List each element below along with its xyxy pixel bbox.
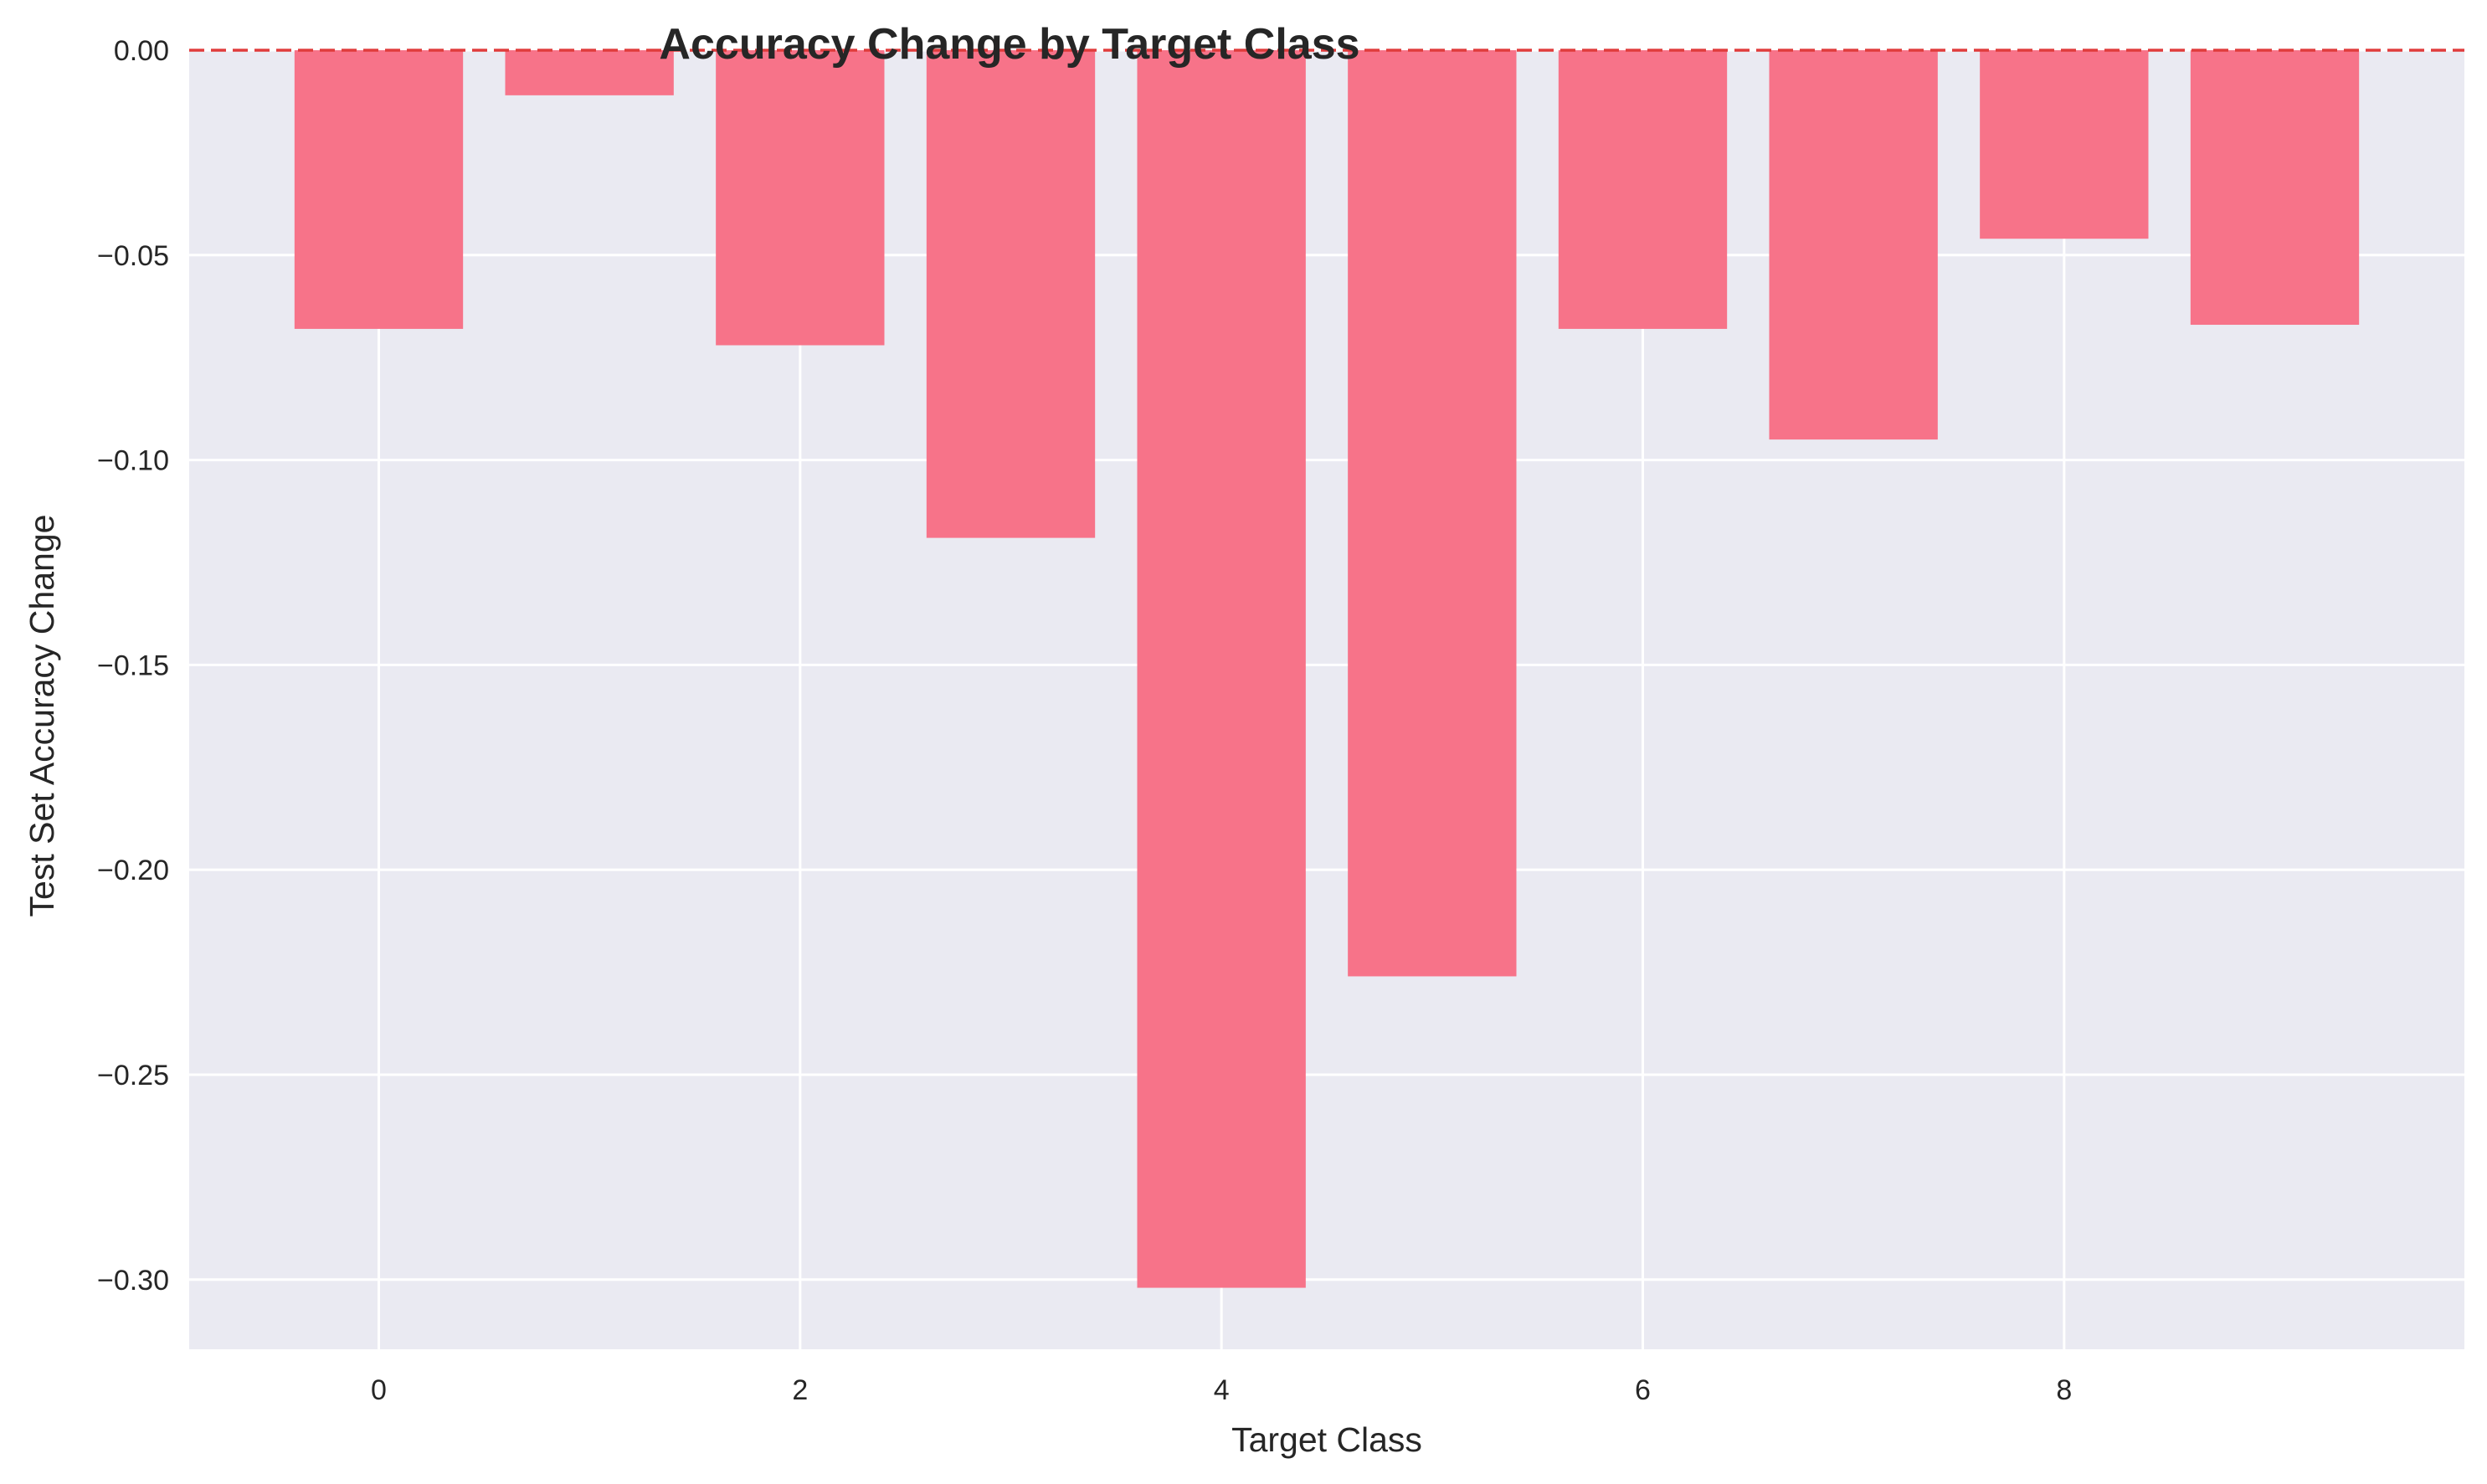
y-tick-label: −0.10 [97,445,169,477]
plot-area [189,50,2464,1349]
bar-class-0 [294,50,464,329]
bar-class-5 [1348,50,1517,977]
y-tick-label: −0.30 [97,1265,169,1297]
bar-class-1 [505,50,674,95]
y-tick-labels: 0.00 −0.05 −0.10 −0.15 −0.20 −0.25 −0.30 [97,35,169,1297]
chart-title: Accuracy Change by Target Class [659,20,1359,69]
bar-class-8 [1980,50,2149,239]
bar-class-2 [716,50,885,346]
x-tick-label: 8 [2056,1374,2072,1406]
bar-class-7 [1769,50,1938,440]
x-tick-label: 2 [792,1374,808,1406]
y-tick-label: −0.25 [97,1060,169,1091]
bar-class-4 [1137,50,1306,1288]
bar-class-9 [2190,50,2360,326]
y-tick-label: −0.20 [97,855,169,886]
x-axis-label: Target Class [1231,1420,1422,1459]
x-tick-labels: 0 2 4 6 8 [371,1374,2072,1406]
y-tick-label: 0.00 [114,35,169,67]
x-tick-label: 4 [1214,1374,1230,1406]
y-tick-label: −0.05 [97,240,169,272]
bar-class-3 [926,50,1096,538]
y-tick-label: −0.15 [97,650,169,681]
x-tick-label: 6 [1635,1374,1651,1406]
x-tick-label: 0 [371,1374,387,1406]
y-axis-label: Test Set Accuracy Change [23,515,61,917]
bars [294,50,2360,1288]
bar-class-6 [1558,50,1728,329]
